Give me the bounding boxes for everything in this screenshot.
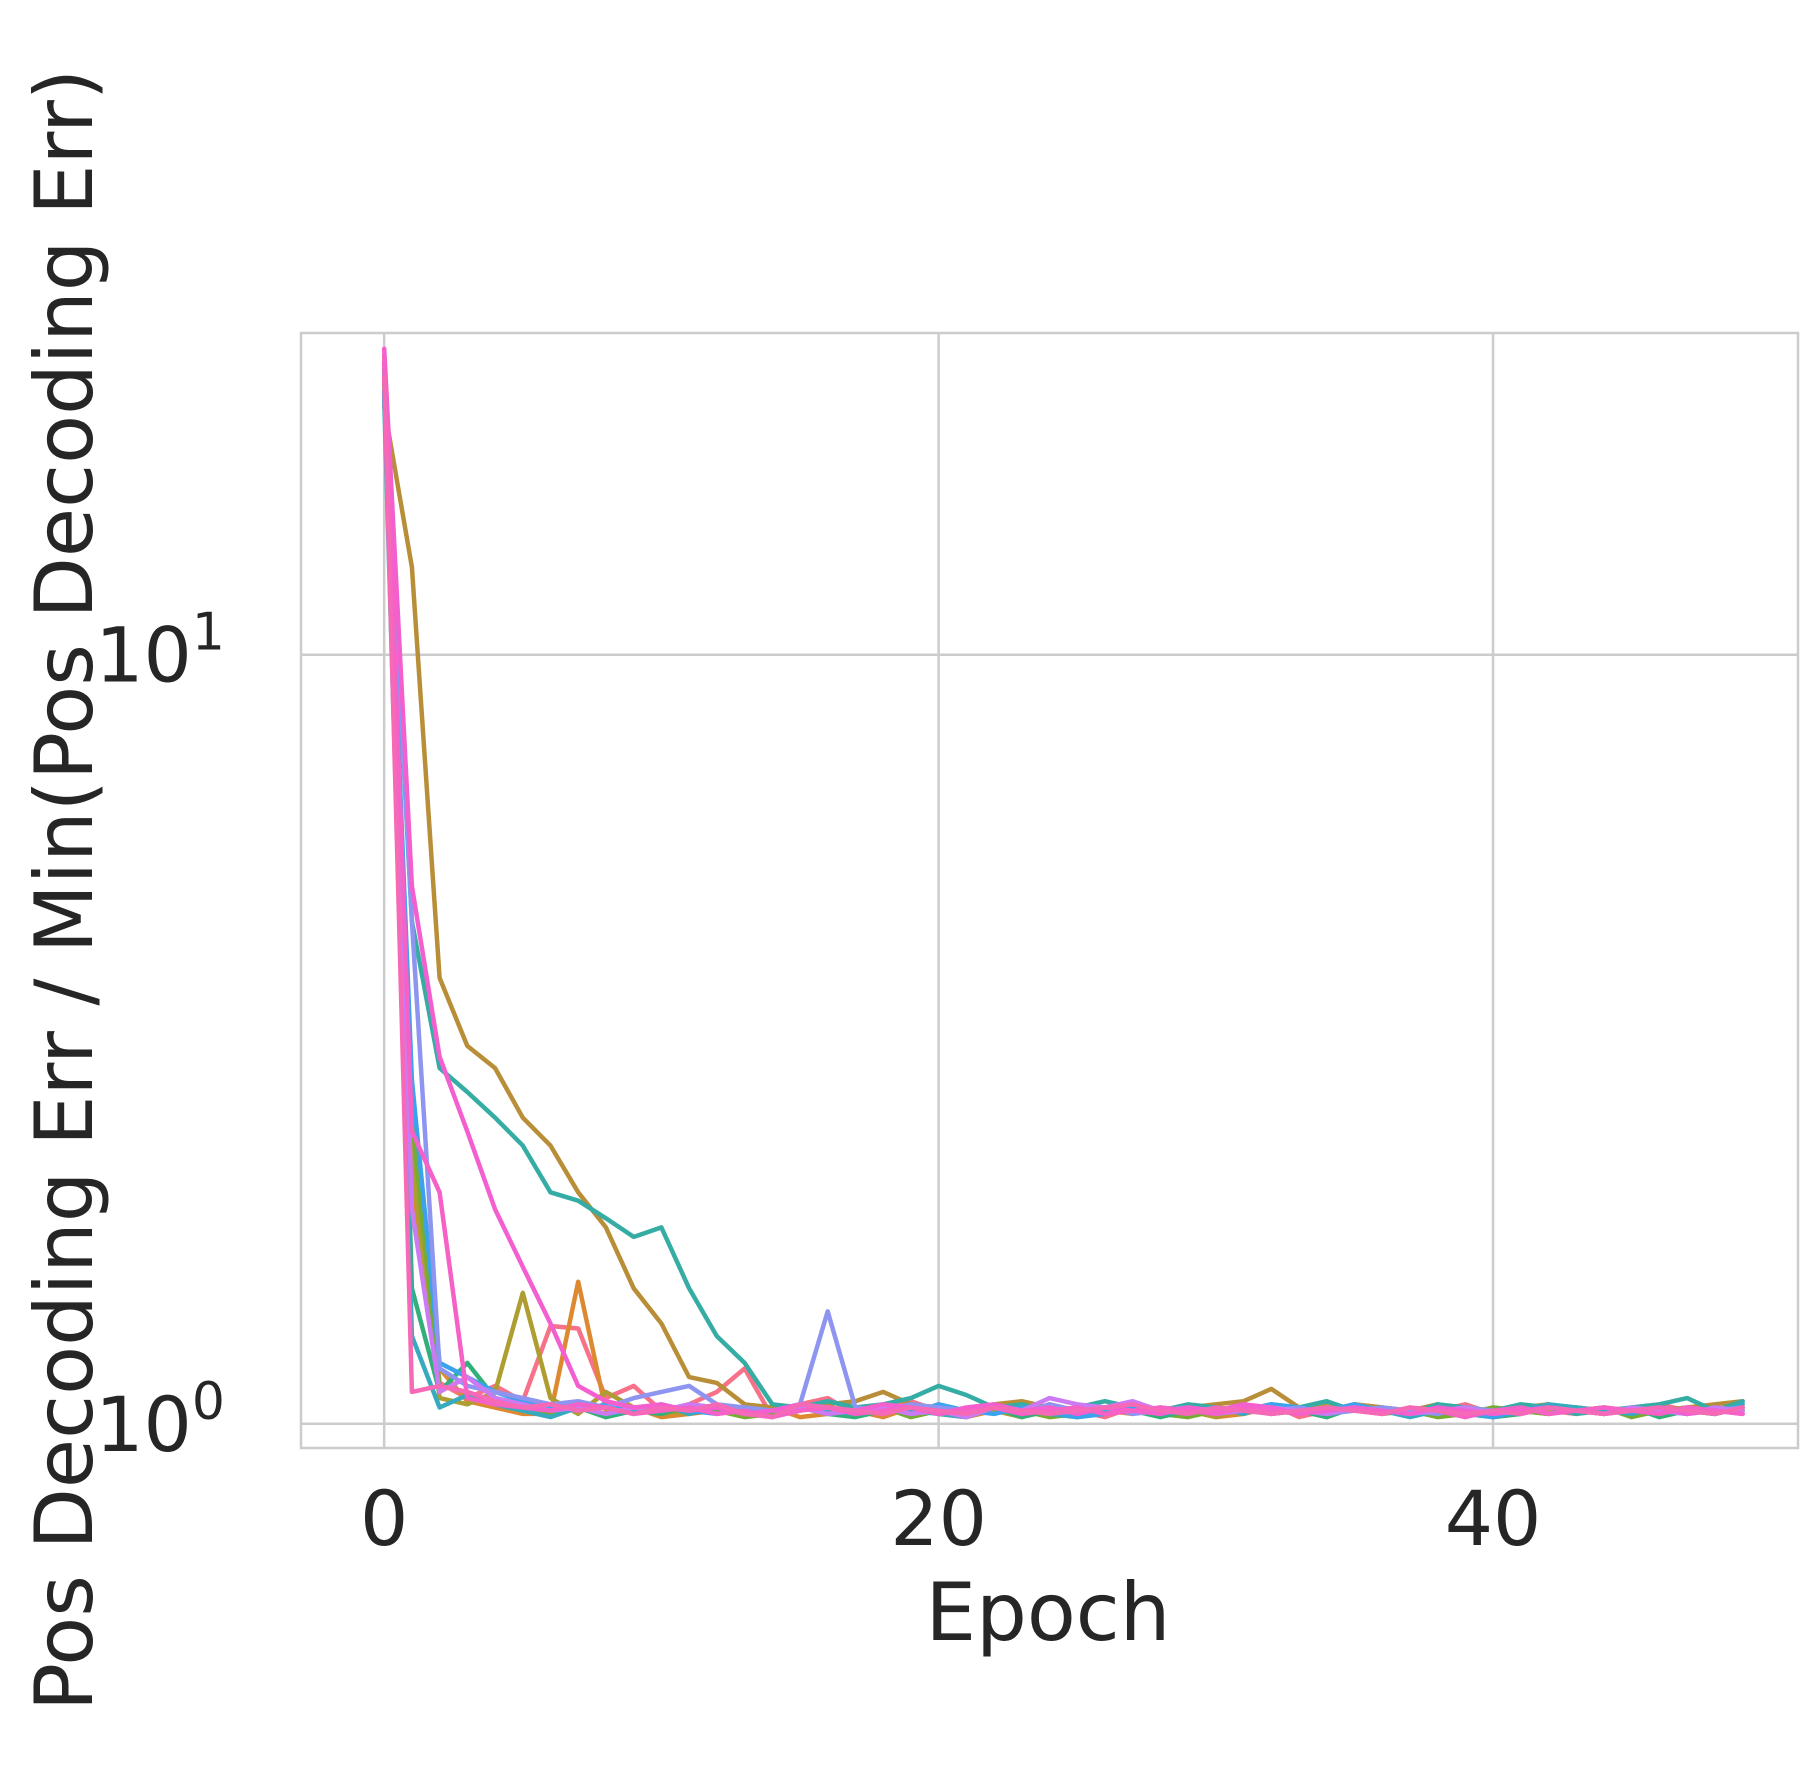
series-line-8 [381, 396, 1745, 1420]
grid-lines [301, 333, 1798, 1448]
series-line-2 [381, 389, 1745, 1420]
series-line-3 [381, 374, 1745, 1420]
series-line-14 [381, 374, 1745, 1420]
series-line-4 [381, 404, 1745, 1417]
plot-area-frame [299, 331, 1800, 1450]
series-line-1 [381, 353, 1745, 1420]
y-tick-base: 10 [95, 1380, 192, 1469]
series-line-9 [381, 389, 1745, 1420]
series-line-6 [381, 367, 1745, 1420]
y-tick-exponent: 1 [192, 603, 225, 663]
x-tick-label: 40 [1445, 1474, 1542, 1563]
x-axis-title: Epoch [926, 1566, 1171, 1659]
series-line-10 [381, 374, 1745, 1417]
series-line-11 [381, 360, 1745, 1420]
y-tick-label: 100 [95, 1372, 225, 1469]
x-tick-labels: 0 20 40 [360, 1474, 1541, 1563]
y-tick-label: 101 [95, 603, 225, 700]
series-line-5 [381, 381, 1745, 1420]
series-line-12 [381, 346, 1745, 1417]
y-axis-title: Pos Decoding Err / Min(Pos Decoding Err) [18, 69, 111, 1711]
y-tick-base: 10 [95, 611, 192, 700]
x-tick-label: 0 [360, 1474, 408, 1563]
series-line-7 [381, 389, 1745, 1417]
series-line-13 [381, 360, 1745, 1420]
y-tick-exponent: 0 [192, 1372, 225, 1432]
series-lines [381, 346, 1745, 1420]
x-tick-label: 20 [890, 1474, 987, 1563]
